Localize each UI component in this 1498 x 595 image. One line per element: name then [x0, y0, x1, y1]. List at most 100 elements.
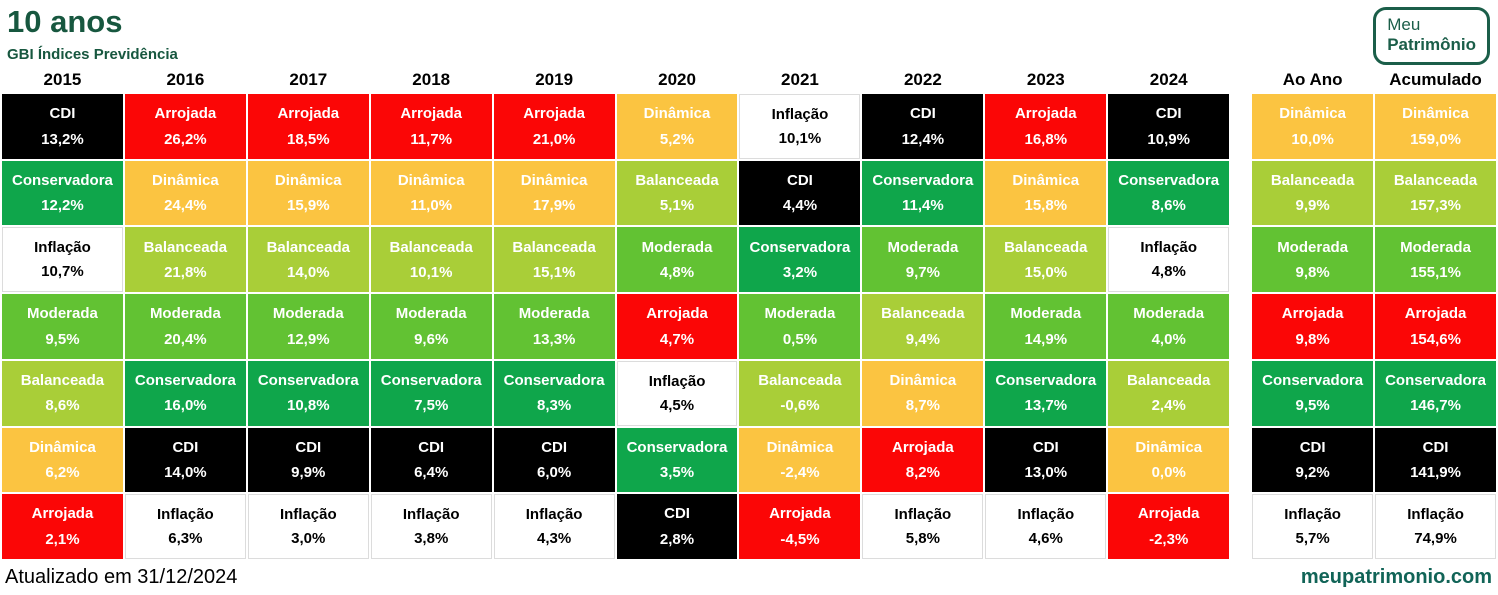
- cell-value: 9,9%: [291, 464, 326, 482]
- table-cell: Arrojada -4,5%: [739, 494, 861, 559]
- cell-category-label: Inflação: [279, 505, 337, 523]
- cell-category-label: Inflação: [402, 505, 460, 523]
- cell-value: 157,3%: [1410, 197, 1461, 215]
- cell-value: 154,6%: [1410, 330, 1461, 348]
- cell-category-label: CDI: [909, 105, 936, 123]
- cell-value: 9,9%: [1295, 197, 1330, 215]
- table-cell: Conservadora 8,3%: [493, 360, 615, 426]
- cell-value: 4,7%: [659, 330, 695, 348]
- table-cell: Inflação 74,9%: [1375, 494, 1496, 559]
- cell-category-label: CDI: [1155, 105, 1182, 123]
- logo-line2: Patrimônio: [1387, 35, 1476, 55]
- table-cell: Dinâmica 6,2%: [2, 427, 123, 493]
- cell-category-label: Arrojada: [1281, 305, 1344, 323]
- cell-category-label: CDI: [1032, 438, 1059, 456]
- cell-value: 4,3%: [537, 530, 572, 548]
- cell-value: 24,4%: [164, 197, 207, 215]
- website-link[interactable]: meupatrimonio.com: [1300, 566, 1492, 588]
- cell-value: 8,6%: [45, 397, 80, 415]
- cell-value: 11,7%: [410, 130, 453, 148]
- cell-category-label: CDI: [418, 438, 445, 456]
- cell-value: 8,3%: [537, 397, 572, 415]
- table-cell: Arrojada 16,8%: [985, 94, 1107, 159]
- cell-category-label: Arrojada: [1404, 305, 1467, 323]
- cell-category-label: Moderada: [395, 305, 467, 323]
- table-cell: Inflação 4,3%: [493, 494, 615, 559]
- cell-category-label: Moderada: [272, 305, 344, 323]
- cell-category-label: Moderada: [764, 305, 836, 323]
- cell-category-label: Dinâmica: [889, 372, 957, 390]
- cell-value: 12,9%: [287, 330, 330, 348]
- table-cell: Conservadora 9,5%: [1252, 360, 1374, 426]
- table-cell: Balanceada 5,1%: [616, 160, 738, 226]
- cell-value: 3,0%: [291, 530, 326, 548]
- cell-category-label: Conservadora: [749, 238, 851, 256]
- cell-category-label: Inflação: [34, 239, 91, 257]
- cell-category-label: Arrojada: [154, 105, 217, 123]
- table-cell: Arrojada 18,5%: [247, 94, 369, 159]
- cell-value: 14,0%: [164, 464, 207, 482]
- cell-value: 10,0%: [1291, 130, 1334, 148]
- table-cell: Arrojada 154,6%: [1375, 294, 1496, 359]
- cell-category-label: Moderada: [149, 305, 221, 323]
- cell-category-label: Balanceada: [389, 238, 473, 256]
- table-cell: Conservadora 10,8%: [247, 360, 369, 426]
- cell-category-label: Moderada: [887, 238, 959, 256]
- cell-category-label: Balanceada: [758, 372, 842, 390]
- cell-value: 6,2%: [45, 464, 80, 482]
- column-header: 2016: [166, 70, 205, 89]
- cell-value: 16,8%: [1024, 130, 1068, 148]
- cell-category-label: Balanceada: [1004, 238, 1088, 256]
- cell-value: 2,1%: [45, 530, 80, 548]
- cell-value: 8,7%: [905, 397, 940, 415]
- table-cell: Balanceada 15,0%: [985, 227, 1107, 293]
- cell-category-label: Arrojada: [769, 505, 831, 523]
- cell-value: 17,9%: [532, 197, 576, 215]
- table-cell: Moderada 20,4%: [124, 294, 246, 359]
- cell-category-label: Inflação: [1140, 239, 1198, 257]
- cell-value: 21,0%: [532, 130, 576, 148]
- table-cell: CDI 2,8%: [616, 494, 738, 559]
- cell-category-label: Conservadora: [12, 171, 113, 189]
- table-cell: CDI 10,9%: [1108, 94, 1230, 159]
- cell-category-label: Inflação: [894, 505, 952, 523]
- cell-value: 5,7%: [1295, 530, 1330, 548]
- cell-category-label: CDI: [49, 105, 76, 123]
- cell-value: 6,3%: [168, 530, 203, 548]
- table-cell: Moderada 4,8%: [616, 227, 738, 293]
- cell-value: 2,4%: [1151, 397, 1186, 415]
- table-cell: Dinâmica 17,9%: [493, 160, 615, 226]
- column-header: 2022: [903, 70, 942, 89]
- cell-category-label: Arrojada: [1137, 505, 1200, 523]
- cell-category-label: Conservadora: [1118, 171, 1220, 189]
- table-cell: Conservadora 3,2%: [739, 227, 861, 293]
- table-cell: Balanceada 21,8%: [124, 227, 246, 293]
- table-cell: Conservadora 11,4%: [862, 160, 984, 226]
- cell-value: 9,7%: [905, 263, 940, 281]
- cell-category-label: Moderada: [27, 305, 98, 323]
- cell-value: 15,8%: [1024, 197, 1068, 215]
- table-cell: Dinâmica 5,2%: [616, 94, 738, 159]
- cell-category-label: CDI: [295, 438, 322, 456]
- table-cell: Dinâmica 0,0%: [1108, 427, 1230, 493]
- cell-category-label: CDI: [1299, 438, 1326, 456]
- cell-category-label: Arrojada: [277, 105, 340, 123]
- table-cell: Balanceada 8,6%: [2, 360, 123, 426]
- cell-category-label: Inflação: [157, 505, 214, 523]
- cell-value: 4,5%: [659, 396, 695, 414]
- column-header: 2024: [1149, 70, 1188, 89]
- table-cell: CDI 4,4%: [739, 160, 861, 226]
- page-header: 10 anos GBI Índices Previdência Meu Patr…: [0, 0, 1498, 68]
- cell-value: 15,1%: [532, 263, 576, 281]
- cell-category-label: Dinâmica: [274, 171, 342, 189]
- table-cell: CDI 141,9%: [1375, 427, 1496, 493]
- table-cell: Arrojada 8,2%: [862, 427, 984, 493]
- cell-value: 6,0%: [537, 464, 572, 482]
- cell-value: 9,8%: [1295, 330, 1330, 348]
- table-cell: Moderada 9,7%: [862, 227, 984, 293]
- table-cell: Arrojada 9,8%: [1252, 294, 1374, 359]
- cell-category-label: Dinâmica: [1279, 105, 1346, 123]
- cell-category-label: Moderada: [1133, 305, 1205, 323]
- column-header: Acumulado: [1389, 70, 1482, 89]
